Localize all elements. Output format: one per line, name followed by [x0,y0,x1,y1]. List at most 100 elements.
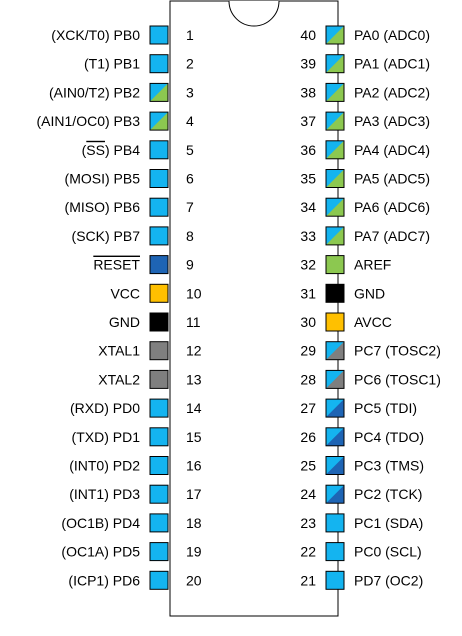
pin-10-number: 10 [186,285,202,301]
pin-29-color-box [325,341,345,361]
pin-30-color-box [325,312,345,332]
pin-21: 21 PD7 (OC2) [300,570,423,590]
pin-4-color-box [149,111,169,131]
pin-33-label: PA7 (ADC7) [354,228,430,244]
pin-38: 38 PA2 (ADC2) [300,82,430,102]
pin-20-color-box [149,570,169,590]
pin-5: 5 (SS) PB4 [82,140,194,160]
pin-17: 17 (INT1) PD3 [69,484,202,504]
pin-32: 32 AREF [300,255,391,275]
semicircle-notch [228,0,280,27]
pin-26: 26 PC4 (TDO) [300,427,424,447]
pin-28-label: PC6 (TOSC1) [354,371,441,387]
pin-10: 10 VCC [110,283,202,303]
pin-4-number: 4 [186,113,194,129]
pin-5-color-box [149,140,169,160]
pin-36-number: 36 [300,142,316,158]
pin-20-label: (ICP1) PD6 [68,572,140,588]
pin-11: 11 GND [109,312,201,332]
pin-38-number: 38 [300,84,316,100]
pin-36-color-box [325,140,345,160]
pin-39-label: PA1 (ADC1) [354,56,430,72]
pin-24-number: 24 [300,486,316,502]
pin-38-color-box [325,82,345,102]
pin-6-color-box [149,169,169,188]
pin-21-number: 21 [300,572,316,588]
pin-31-label: GND [354,285,385,301]
pin-40-number: 40 [300,27,316,43]
pin-3-label: (AIN0/T2) PB2 [49,84,140,100]
pin-13-color-box [149,369,169,389]
pin-37-number: 37 [300,113,316,129]
pin-18-color-box [149,513,169,533]
pin-27-label: PC5 (TDI) [354,400,417,416]
pin-11-color-box [149,312,169,332]
pin-29-number: 29 [300,343,316,359]
pin-5-number: 5 [186,142,194,158]
pin-32-color-box [325,255,345,275]
pin-2: 2 (T1) PB1 [84,54,194,74]
pin-18-number: 18 [186,515,202,531]
pin-12-number: 12 [186,343,202,359]
pin-9-number: 9 [186,257,194,273]
pin-15-color-box [149,427,169,447]
pin-38-label: PA2 (ADC2) [354,84,430,100]
pin-17-label: (INT1) PD3 [69,486,140,502]
pin-7-number: 7 [186,199,194,215]
pin-22-label: PC0 (SCL) [354,544,422,560]
pin-21-label: PD7 (OC2) [354,572,423,588]
pin-6-label: (MOSI) PB5 [65,171,141,187]
chip-outline [169,0,339,617]
pin-1-number: 1 [186,27,194,43]
pin-15-number: 15 [186,429,202,445]
pin-20-number: 20 [186,572,202,588]
pin-34-number: 34 [300,199,316,215]
pin-4-label: (AIN1/OC0) PB3 [37,113,141,129]
pin-16-color-box [149,456,169,475]
pin-25-label: PC3 (TMS) [354,458,424,474]
pin-13-label: XTAL2 [98,371,140,387]
pin-15: 15 (TXD) PD1 [72,427,202,447]
pin-12-color-box [149,341,169,361]
pin-9: 9 RESET [93,255,194,275]
pin-32-label: AREF [354,257,391,273]
chip-body [169,0,339,617]
pin-28: 28 PC6 (TOSC1) [300,369,441,389]
pin-10-color-box [149,283,169,303]
pin-40-color-box [325,25,345,45]
pin-31-color-box [325,283,345,303]
pin-23: 23 PC1 (SDA) [300,513,423,533]
pin-33-number: 33 [300,228,316,244]
pin-9-label: RESET [93,257,140,273]
pin-35: 35 PA5 (ADC5) [300,169,430,188]
pin-19-color-box [149,542,169,562]
pin-8: 8 (SCK) PB7 [72,226,194,246]
pin-14-number: 14 [186,400,202,416]
pin-24-label: PC2 (TCK) [354,486,422,502]
pin-40-label: PA0 (ADC0) [354,27,430,43]
pin-8-number: 8 [186,228,194,244]
pin-35-color-box [325,169,345,188]
pin-12: 12 XTAL1 [98,341,202,361]
pin-30: 30 AVCC [300,312,392,332]
pin-19: 19 (OC1A) PD5 [61,542,202,562]
pin-16: 16 (INT0) PD2 [69,456,202,475]
pin-5-label: (SS) PB4 [82,142,141,158]
pins-layer: 1 (XCK/T0) PB0 2 (T1) PB1 3 (AIN0/T2) PB2 4 (AI… [37,25,441,590]
pin-19-number: 19 [186,544,202,560]
pin-16-number: 16 [186,458,202,474]
pin-34-color-box [325,197,345,217]
pin-6-number: 6 [186,171,194,187]
pin-34-label: PA6 (ADC6) [354,199,430,215]
pin-2-number: 2 [186,56,194,72]
pin-20: 20 (ICP1) PD6 [68,570,202,590]
pin-31-number: 31 [300,285,316,301]
pin-30-number: 30 [300,314,316,330]
pin-24: 24 PC2 (TCK) [300,484,422,504]
pin-1-color-box [149,25,169,45]
pin-28-number: 28 [300,371,316,387]
pin-7-label: (MISO) PB6 [65,199,141,215]
pin-37-label: PA3 (ADC3) [354,113,430,129]
pin-36: 36 PA4 (ADC4) [300,140,430,160]
